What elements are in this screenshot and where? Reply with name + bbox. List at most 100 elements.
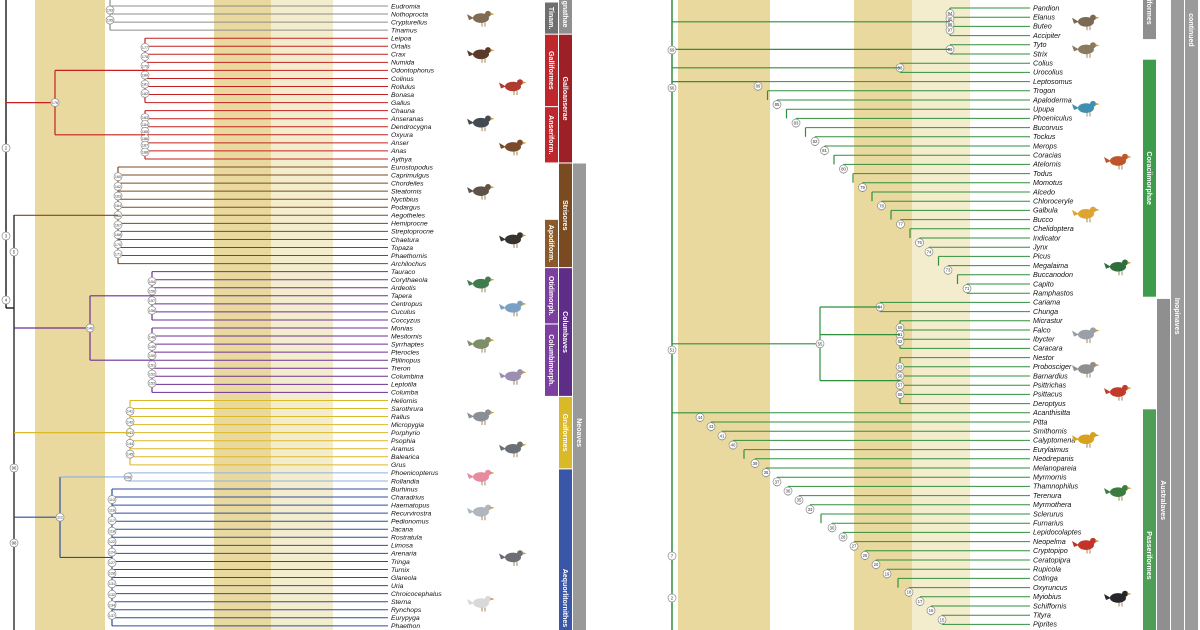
node-number: 157 (149, 299, 155, 303)
node-circle (791, 118, 801, 128)
node-number: 170 (115, 243, 121, 247)
node-circle (125, 439, 135, 448)
taxon-label: Bucorvus (1033, 123, 1063, 132)
bird-illustration-head (1122, 153, 1128, 160)
bird-illustration-head (485, 469, 491, 476)
taxon-label: Probosciger (1033, 362, 1072, 371)
bird-illustration-beak (1127, 155, 1132, 159)
node-circle (85, 323, 95, 333)
node-circle (9, 463, 19, 473)
clade-bar-label: Columbaves (561, 311, 568, 353)
taxon-label: Psittrichas (1033, 381, 1067, 390)
taxon-label: Coccyzus (391, 317, 421, 324)
bird-illustration-body (1078, 434, 1094, 445)
node-number: 39 (753, 461, 758, 466)
time-band (912, 0, 970, 630)
clade-bar-gruiformes (559, 396, 572, 469)
taxon-label: Chelidoptera (1033, 224, 1074, 233)
bird-illustration-beak (1095, 433, 1100, 437)
bird-illustration-tail (499, 444, 506, 451)
node-number: 69 (670, 48, 675, 53)
node-number: 5 (13, 250, 16, 255)
taxon-label: Syrrhaptes (391, 341, 424, 348)
bird-illustration-beak (522, 234, 527, 237)
node-number: 79 (860, 185, 865, 190)
time-band (854, 0, 912, 630)
taxon-label: Pterocles (391, 349, 420, 356)
bird-illustration-body (505, 234, 521, 245)
bird-illustration-beak (1127, 592, 1132, 596)
bird-illustration-head (485, 504, 491, 511)
taxon-label: Caprimulgus (391, 172, 430, 179)
node-circle (50, 98, 60, 107)
node-circle (838, 532, 848, 542)
node-number: 193 (107, 9, 113, 13)
taxon-label: Caracara (1033, 344, 1063, 353)
bird-illustration-body (473, 472, 489, 482)
clade-bar-label: Strisores (561, 200, 568, 230)
node-number: 64 (878, 305, 883, 310)
clade-bar-label: Apodiform. (547, 225, 554, 262)
bird-illustration-tail (467, 412, 474, 419)
bird-illustration-head (485, 10, 491, 17)
taxon-label: Accipiter (1032, 31, 1061, 40)
bird-illustration-head (1090, 327, 1096, 334)
bird-illustration-body (1078, 44, 1094, 55)
taxon-label: Ramphastos (1033, 289, 1074, 298)
bird-illustration-body (473, 117, 489, 128)
taxon-label: Anas (390, 148, 407, 155)
bird-illustration-tail (1104, 388, 1111, 395)
taxon-label: Glareola (391, 575, 417, 582)
node-circle (761, 468, 771, 477)
taxon-label: Rupicola (1033, 565, 1061, 574)
taxon-label: Eudromia (391, 3, 420, 10)
taxon-label: Urocolius (1033, 68, 1063, 77)
bird-illustration-head (1122, 484, 1128, 491)
bird-illustration-tail (467, 599, 474, 606)
taxon-label: Sarothrura (391, 406, 423, 413)
bird-illustration-body (505, 81, 521, 92)
taxon-label: Rollandia (391, 478, 420, 485)
taxon-label: Rollulus (391, 84, 416, 91)
node-number: 76 (917, 240, 922, 245)
node-circle (877, 201, 886, 211)
bird-illustration-head (485, 47, 491, 54)
node-circle (750, 459, 760, 468)
bird-illustration-head (517, 441, 523, 448)
bird-illustration-beak (1127, 386, 1132, 390)
node-number: 35 (797, 498, 802, 503)
taxon-label: Myiobius (1033, 592, 1062, 601)
taxon-label: Atelornis (1032, 160, 1061, 169)
node-number: 164 (115, 204, 121, 208)
bird-illustration-body (473, 13, 489, 23)
bird-illustration-body (1078, 364, 1094, 374)
bird-illustration-beak (490, 49, 495, 52)
bird-illustration-head (1122, 259, 1128, 266)
bird-illustration-head (485, 595, 491, 602)
node-circle (125, 406, 135, 416)
node-number: 95 (948, 17, 953, 22)
taxon-label: Psophia (391, 438, 416, 445)
taxon-label: Galbula (1033, 206, 1058, 215)
taxon-label: Tauraco (391, 269, 416, 276)
node-number: 152 (149, 373, 155, 377)
bird-illustration-head (1090, 432, 1096, 439)
node-circle (926, 606, 936, 615)
bird-illustration-head (1122, 384, 1128, 391)
node-number: 61 (898, 332, 903, 337)
bird-illustration-tail (467, 118, 474, 125)
taxon-label: Trogon (1033, 86, 1055, 95)
bird-illustration-body (473, 598, 489, 608)
node-circle (147, 276, 157, 286)
taxon-label: Aythya (390, 156, 412, 163)
bird-illustration-body (473, 507, 489, 517)
taxon-label: Odontophorus (391, 68, 435, 75)
node-number: 38 (764, 470, 769, 475)
taxon-label: Colius (1033, 59, 1053, 68)
taxon-label: Tinamus (391, 27, 418, 34)
taxon-label: Anseranas (390, 116, 424, 123)
bird-illustration-beak (490, 185, 495, 189)
node-circle (113, 239, 123, 249)
bird-illustration-beak (1095, 363, 1100, 367)
bird-illustration-body (1110, 156, 1126, 166)
